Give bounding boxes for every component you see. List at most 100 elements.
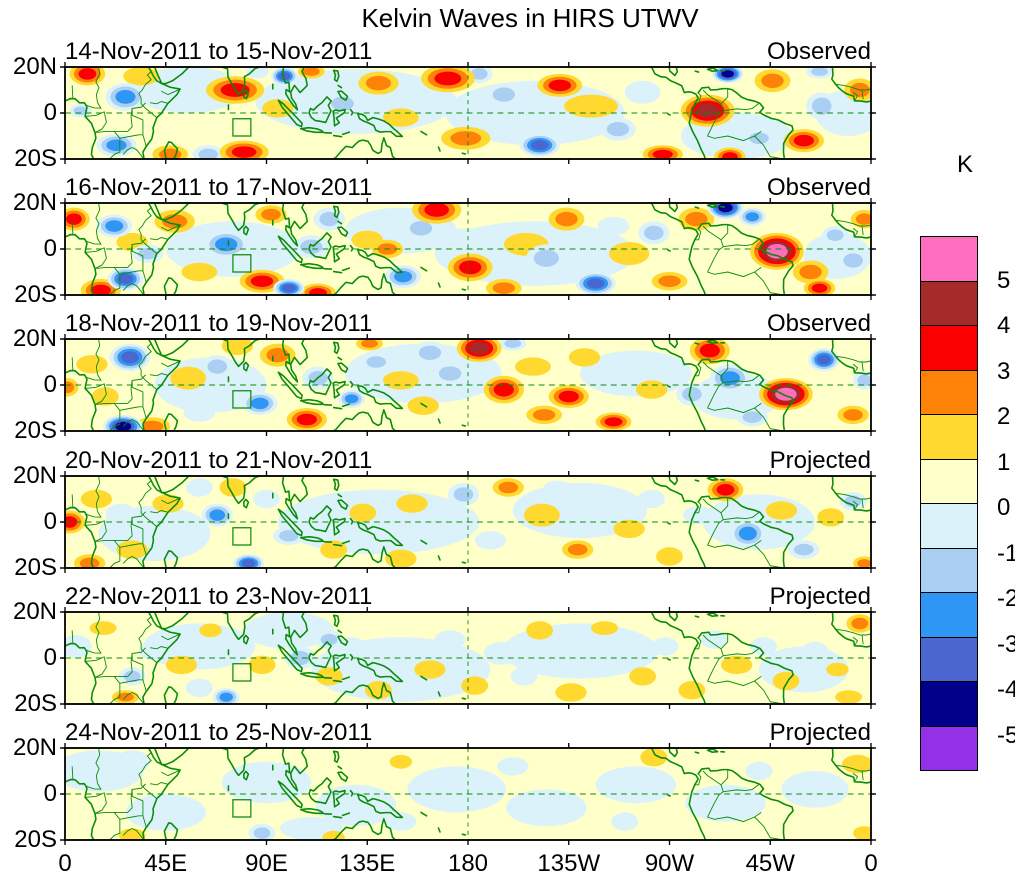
panel-map: [60, 333, 876, 437]
colorbar-cell: [920, 592, 978, 638]
panel-date-range: 16-Nov-2011 to 17-Nov-2011: [65, 174, 373, 201]
y-tick-label: 20N: [12, 462, 57, 489]
panel-status: Projected: [769, 719, 871, 746]
colorbar-cell: [920, 325, 978, 371]
colorbar-tick-label: 3: [997, 357, 1011, 385]
panel-header: 16-Nov-2011 to 17-Nov-2011 Observed: [65, 173, 871, 201]
colorbar-cell: [920, 636, 978, 682]
colorbar-tick-label: -2: [997, 585, 1015, 612]
panel-status: Projected: [769, 447, 871, 474]
colorbar-cell: [920, 458, 978, 504]
panel-header: 20-Nov-2011 to 21-Nov-2011 Projected: [65, 446, 871, 474]
panel-5: 22-Nov-2011 to 23-Nov-2011 Projected 20N 0 2…: [0, 583, 1015, 716]
x-tick-label: 0: [58, 850, 72, 877]
axis-ticks: [60, 197, 876, 301]
y-tick-label: 0: [43, 508, 57, 535]
coastlines: [65, 748, 871, 840]
colorbar-tick-label: 2: [997, 403, 1011, 430]
y-tick-label: 20N: [12, 325, 57, 352]
colorbar-tick-label: 1: [997, 448, 1011, 476]
x-tick-label: 90W: [644, 850, 695, 877]
panel-date-range: 20-Nov-2011 to 21-Nov-2011: [65, 447, 373, 474]
y-tick-label: 20S: [14, 145, 57, 172]
y-tick-label: 0: [43, 780, 57, 807]
colorbar-tick-label: -1: [997, 539, 1015, 567]
panel-map: [60, 606, 876, 710]
panel-map: [60, 197, 876, 301]
axis-ticks: [60, 742, 876, 846]
panel-status: Observed: [766, 310, 871, 337]
country-borders: [65, 339, 871, 431]
roi-box: [232, 118, 252, 137]
x-tick-label: 45E: [144, 850, 188, 877]
x-tick-label: 0: [864, 850, 878, 877]
roi-box: [232, 799, 252, 818]
panel-map: [60, 61, 876, 165]
country-borders: [65, 748, 871, 840]
y-tick-label: 20N: [12, 53, 57, 80]
colorbar-tick-label: 4: [997, 312, 1011, 339]
panel-4: 20-Nov-2011 to 21-Nov-2011 Projected 20N 0 2…: [0, 447, 1015, 580]
y-tick-label: 0: [43, 644, 57, 671]
colorbar-tick-label: 5: [997, 266, 1011, 294]
coastlines: [65, 612, 871, 704]
panel-header: 24-Nov-2011 to 25-Nov-2011 Projected: [65, 718, 871, 746]
figure-title: Kelvin Waves in HIRS UTWV: [361, 3, 699, 33]
roi-box: [232, 254, 252, 273]
panel-date-range: 24-Nov-2011 to 25-Nov-2011: [65, 719, 373, 746]
colorbar-cell: [920, 414, 978, 460]
colorbar-cell: [920, 369, 978, 415]
roi-box: [232, 527, 252, 546]
coastlines: [65, 67, 871, 159]
panel-date-range: 22-Nov-2011 to 23-Nov-2011: [65, 583, 373, 610]
contour-field: [65, 476, 871, 568]
y-tick-label: 0: [43, 99, 57, 126]
panel-frame: [64, 338, 872, 432]
x-tick-label: 45W: [745, 850, 795, 877]
y-tick-label: 20N: [12, 734, 57, 761]
coastlines: [65, 476, 871, 568]
panel-map: [60, 742, 876, 846]
y-tick-label: 20N: [12, 189, 57, 216]
colorbar-tick-label: -4: [997, 676, 1015, 703]
panel-frame: [64, 611, 872, 705]
panel-frame: [64, 202, 872, 296]
colorbar-cell: [920, 280, 978, 326]
y-tick-label: 20S: [14, 281, 57, 308]
y-tick-label: 20S: [14, 417, 57, 444]
panel-status: Observed: [766, 174, 871, 201]
panel-map: [60, 470, 876, 574]
panel-date-range: 18-Nov-2011 to 19-Nov-2011: [65, 310, 373, 337]
country-borders: [65, 612, 871, 704]
y-tick-label: 0: [43, 235, 57, 262]
x-tick-label: 135E: [339, 850, 396, 877]
y-tick-label: 20N: [12, 598, 57, 625]
panel-3: 18-Nov-2011 to 19-Nov-2011 Observed 20N 0 20…: [0, 310, 1015, 443]
contour-field: [65, 339, 871, 431]
axis-ticks: [60, 470, 876, 574]
colorbar-cell: [920, 681, 978, 727]
panel-header: 14-Nov-2011 to 15-Nov-2011 Observed: [65, 37, 871, 65]
panel-frame: [64, 66, 872, 160]
x-axis-labels: 0 45E 90E 135E 180 135W 90W 45W 0: [58, 850, 877, 882]
y-tick-label: 0: [43, 371, 57, 398]
roi-box: [232, 663, 252, 682]
panel-frame: [64, 747, 872, 841]
axis-ticks: [60, 606, 876, 710]
axis-ticks: [60, 61, 876, 165]
panel-date-range: 14-Nov-2011 to 15-Nov-2011: [65, 38, 373, 65]
panel-2: 16-Nov-2011 to 17-Nov-2011 Observed 20N 0 20…: [0, 174, 1015, 307]
y-tick-label: 20S: [14, 554, 57, 581]
x-tick-label: 135W: [537, 850, 601, 877]
panel-frame: [64, 475, 872, 569]
panel-6: 24-Nov-2011 to 25-Nov-2011 Projected 20N 0 2…: [0, 719, 1015, 852]
x-tick-label: 180: [447, 850, 489, 877]
y-tick-label: 20S: [14, 690, 57, 717]
contour-field: [65, 612, 871, 704]
panel-1: 14-Nov-2011 to 15-Nov-2011 Observed 20N 0 20…: [0, 38, 1015, 171]
y-tick-label: 20S: [14, 826, 57, 853]
colorbar-tick-label: 0: [997, 494, 1011, 521]
axis-ticks: [60, 333, 876, 437]
panel-header: 18-Nov-2011 to 19-Nov-2011 Observed: [65, 309, 871, 337]
